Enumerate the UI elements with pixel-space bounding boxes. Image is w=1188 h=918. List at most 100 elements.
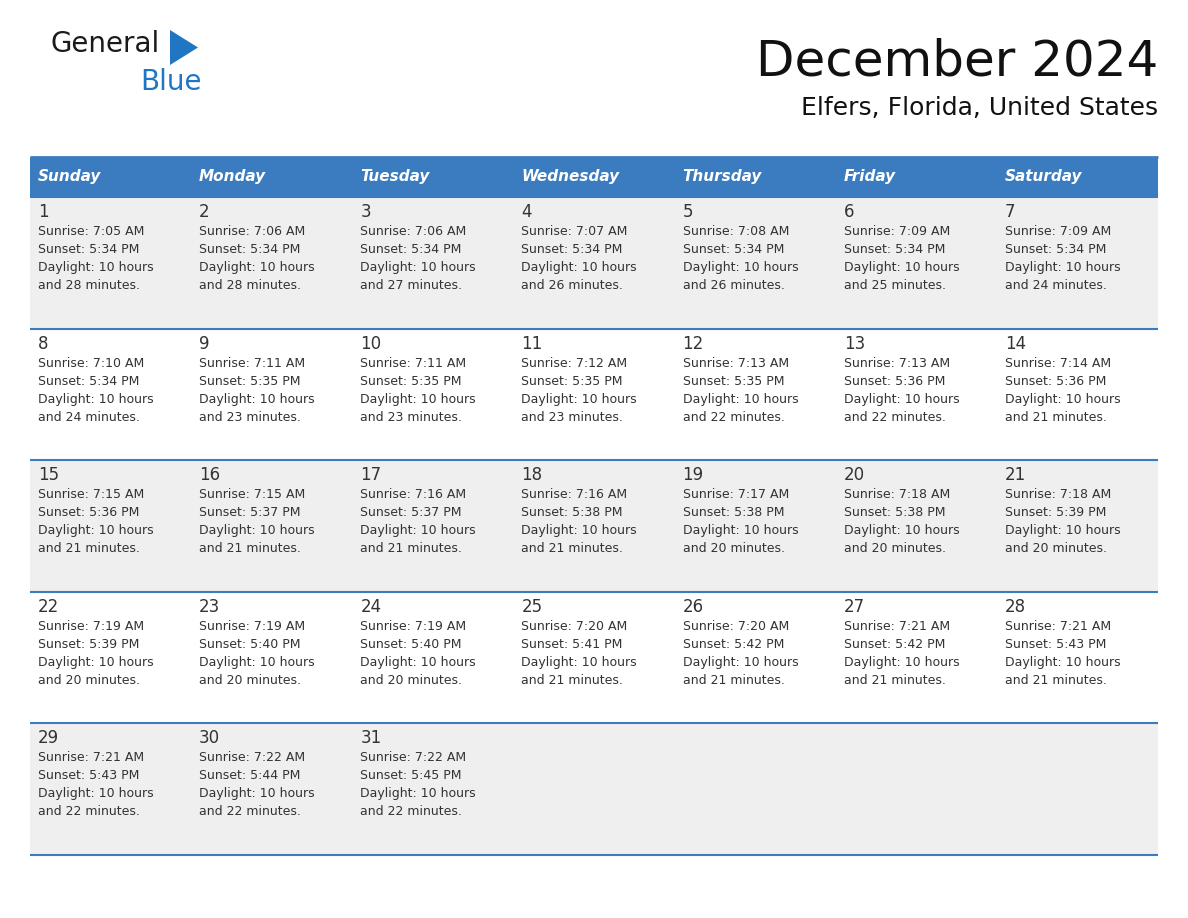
Text: Sunset: 5:35 PM: Sunset: 5:35 PM — [522, 375, 623, 387]
Text: Monday: Monday — [200, 170, 266, 185]
Text: Sunrise: 7:09 AM: Sunrise: 7:09 AM — [843, 225, 950, 238]
Text: Blue: Blue — [140, 68, 202, 96]
Text: Daylight: 10 hours: Daylight: 10 hours — [200, 524, 315, 537]
Text: Daylight: 10 hours: Daylight: 10 hours — [38, 788, 153, 800]
Text: Daylight: 10 hours: Daylight: 10 hours — [360, 524, 476, 537]
Text: Sunset: 5:34 PM: Sunset: 5:34 PM — [683, 243, 784, 256]
Text: Sunrise: 7:22 AM: Sunrise: 7:22 AM — [360, 752, 467, 765]
Text: Daylight: 10 hours: Daylight: 10 hours — [683, 393, 798, 406]
Text: Sunrise: 7:19 AM: Sunrise: 7:19 AM — [360, 620, 467, 633]
Text: Sunset: 5:36 PM: Sunset: 5:36 PM — [1005, 375, 1106, 387]
Text: and 28 minutes.: and 28 minutes. — [38, 279, 140, 292]
Text: and 26 minutes.: and 26 minutes. — [683, 279, 784, 292]
Text: 27: 27 — [843, 598, 865, 616]
Text: Sunset: 5:37 PM: Sunset: 5:37 PM — [360, 506, 462, 520]
Text: Sunset: 5:35 PM: Sunset: 5:35 PM — [360, 375, 462, 387]
Text: Daylight: 10 hours: Daylight: 10 hours — [843, 524, 960, 537]
Text: Daylight: 10 hours: Daylight: 10 hours — [38, 261, 153, 274]
Text: 5: 5 — [683, 203, 693, 221]
Text: 7: 7 — [1005, 203, 1016, 221]
Text: and 22 minutes.: and 22 minutes. — [360, 805, 462, 819]
Text: Sunrise: 7:14 AM: Sunrise: 7:14 AM — [1005, 356, 1111, 370]
Bar — [30, 460, 1158, 592]
Text: 28: 28 — [1005, 598, 1026, 616]
Text: Sunrise: 7:17 AM: Sunrise: 7:17 AM — [683, 488, 789, 501]
Text: and 20 minutes.: and 20 minutes. — [683, 543, 784, 555]
Text: Sunset: 5:34 PM: Sunset: 5:34 PM — [38, 243, 139, 256]
Text: 10: 10 — [360, 334, 381, 353]
Text: and 21 minutes.: and 21 minutes. — [1005, 410, 1107, 423]
Text: December 2024: December 2024 — [756, 37, 1158, 85]
Text: Sunrise: 7:20 AM: Sunrise: 7:20 AM — [522, 620, 627, 633]
Text: Sunset: 5:42 PM: Sunset: 5:42 PM — [843, 638, 946, 651]
Text: Daylight: 10 hours: Daylight: 10 hours — [360, 393, 476, 406]
Text: and 21 minutes.: and 21 minutes. — [522, 674, 624, 687]
Text: Sunrise: 7:10 AM: Sunrise: 7:10 AM — [38, 356, 144, 370]
Text: Sunrise: 7:21 AM: Sunrise: 7:21 AM — [38, 752, 144, 765]
Text: Daylight: 10 hours: Daylight: 10 hours — [1005, 524, 1120, 537]
Text: Sunrise: 7:18 AM: Sunrise: 7:18 AM — [1005, 488, 1111, 501]
Text: Daylight: 10 hours: Daylight: 10 hours — [683, 524, 798, 537]
Text: Sunset: 5:38 PM: Sunset: 5:38 PM — [843, 506, 946, 520]
Text: and 28 minutes.: and 28 minutes. — [200, 279, 301, 292]
Text: and 21 minutes.: and 21 minutes. — [522, 543, 624, 555]
Text: 13: 13 — [843, 334, 865, 353]
Text: Sunrise: 7:11 AM: Sunrise: 7:11 AM — [200, 356, 305, 370]
Text: 9: 9 — [200, 334, 209, 353]
Text: Sunset: 5:40 PM: Sunset: 5:40 PM — [360, 638, 462, 651]
Text: 23: 23 — [200, 598, 221, 616]
Text: Sunrise: 7:13 AM: Sunrise: 7:13 AM — [843, 356, 950, 370]
Text: Sunrise: 7:05 AM: Sunrise: 7:05 AM — [38, 225, 145, 238]
Text: Daylight: 10 hours: Daylight: 10 hours — [200, 261, 315, 274]
Text: Daylight: 10 hours: Daylight: 10 hours — [360, 655, 476, 669]
Text: Sunrise: 7:18 AM: Sunrise: 7:18 AM — [843, 488, 950, 501]
Text: Sunset: 5:36 PM: Sunset: 5:36 PM — [843, 375, 946, 387]
Text: Daylight: 10 hours: Daylight: 10 hours — [683, 261, 798, 274]
Text: 17: 17 — [360, 466, 381, 484]
Text: Sunset: 5:34 PM: Sunset: 5:34 PM — [522, 243, 623, 256]
Text: Sunset: 5:39 PM: Sunset: 5:39 PM — [38, 638, 139, 651]
Text: and 21 minutes.: and 21 minutes. — [1005, 674, 1107, 687]
Text: and 22 minutes.: and 22 minutes. — [38, 805, 140, 819]
Text: Sunrise: 7:16 AM: Sunrise: 7:16 AM — [360, 488, 467, 501]
Bar — [30, 157, 1158, 197]
Text: Sunset: 5:34 PM: Sunset: 5:34 PM — [38, 375, 139, 387]
Text: Sunset: 5:35 PM: Sunset: 5:35 PM — [200, 375, 301, 387]
Text: 18: 18 — [522, 466, 543, 484]
Text: and 27 minutes.: and 27 minutes. — [360, 279, 462, 292]
Text: Sunrise: 7:22 AM: Sunrise: 7:22 AM — [200, 752, 305, 765]
Text: 16: 16 — [200, 466, 220, 484]
Text: Sunset: 5:34 PM: Sunset: 5:34 PM — [360, 243, 462, 256]
Text: Sunday: Sunday — [38, 170, 101, 185]
Text: 4: 4 — [522, 203, 532, 221]
Text: Sunrise: 7:07 AM: Sunrise: 7:07 AM — [522, 225, 627, 238]
Text: 26: 26 — [683, 598, 703, 616]
Text: and 21 minutes.: and 21 minutes. — [843, 674, 946, 687]
Text: Daylight: 10 hours: Daylight: 10 hours — [38, 655, 153, 669]
Text: and 24 minutes.: and 24 minutes. — [1005, 279, 1107, 292]
Text: 11: 11 — [522, 334, 543, 353]
Text: General: General — [50, 30, 159, 58]
Text: 29: 29 — [38, 730, 59, 747]
Text: and 22 minutes.: and 22 minutes. — [843, 410, 946, 423]
Bar — [30, 197, 1158, 329]
Text: Sunrise: 7:16 AM: Sunrise: 7:16 AM — [522, 488, 627, 501]
Text: Sunset: 5:42 PM: Sunset: 5:42 PM — [683, 638, 784, 651]
Text: 8: 8 — [38, 334, 49, 353]
Text: and 20 minutes.: and 20 minutes. — [38, 674, 140, 687]
Text: 25: 25 — [522, 598, 543, 616]
Text: Sunrise: 7:15 AM: Sunrise: 7:15 AM — [38, 488, 144, 501]
Text: Daylight: 10 hours: Daylight: 10 hours — [522, 393, 637, 406]
Text: 14: 14 — [1005, 334, 1026, 353]
Text: Sunrise: 7:11 AM: Sunrise: 7:11 AM — [360, 356, 467, 370]
Text: Sunrise: 7:19 AM: Sunrise: 7:19 AM — [38, 620, 144, 633]
Text: Daylight: 10 hours: Daylight: 10 hours — [843, 655, 960, 669]
Text: Daylight: 10 hours: Daylight: 10 hours — [200, 788, 315, 800]
Text: Sunset: 5:37 PM: Sunset: 5:37 PM — [200, 506, 301, 520]
Text: and 23 minutes.: and 23 minutes. — [200, 410, 301, 423]
Bar — [30, 723, 1158, 855]
Text: Sunset: 5:36 PM: Sunset: 5:36 PM — [38, 506, 139, 520]
Text: Thursday: Thursday — [683, 170, 762, 185]
Text: Sunrise: 7:20 AM: Sunrise: 7:20 AM — [683, 620, 789, 633]
Text: 2: 2 — [200, 203, 210, 221]
